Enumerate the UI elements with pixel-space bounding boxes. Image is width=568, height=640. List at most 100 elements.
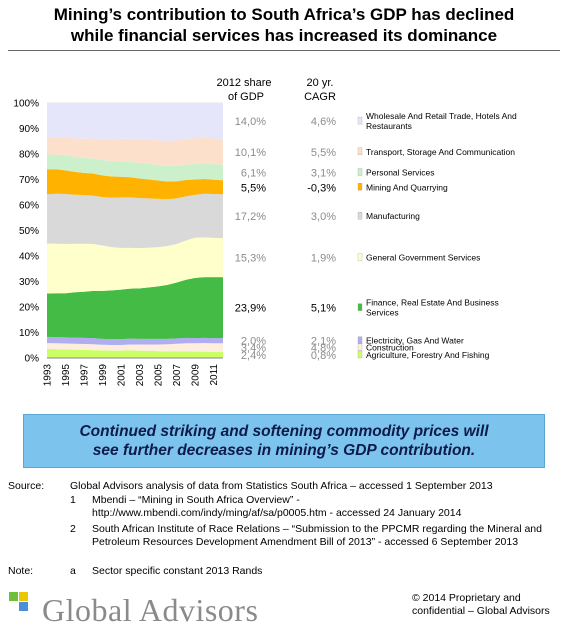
- copyright-text: © 2014 Proprietary and confidential – Gl…: [412, 592, 550, 617]
- ref2-text: South African Institute of Race Relation…: [92, 523, 542, 548]
- share-value: 23,9%: [235, 303, 266, 315]
- x-tick-label: 2007: [172, 364, 183, 387]
- area-series-6: [47, 169, 223, 200]
- legend-swatch: [357, 253, 363, 261]
- legend-label: Agriculture, Forestry And Fishing: [366, 350, 490, 360]
- y-tick-label: 70%: [19, 175, 39, 186]
- legend-swatch: [357, 116, 363, 125]
- note-label: Note:: [8, 565, 34, 577]
- callout-line-1: Continued striking and softening commodi…: [79, 423, 489, 440]
- legend-label: Finance, Real Estate And Business: [366, 298, 499, 308]
- legend-label: Manufacturing: [366, 211, 420, 221]
- x-tick-label: 2011: [209, 364, 220, 386]
- share-value: 14,0%: [235, 116, 266, 128]
- area-series-0: [47, 348, 223, 358]
- share-value: 10,1%: [235, 147, 266, 159]
- share-cagr-table: 2,4% 0,8% 3,4% 4,8% 2,0% 2,1% 23,9% 5,1% 15,3% 1,…: [235, 116, 336, 362]
- legend-swatch: [357, 336, 363, 344]
- cagr-value: 3,0%: [311, 211, 336, 223]
- area-series-5: [47, 193, 223, 249]
- x-tick-label: 2005: [154, 364, 165, 387]
- cagr-value: 4,6%: [311, 116, 336, 128]
- chart-areas: [47, 103, 223, 358]
- logo-text: Global Advisors: [42, 592, 259, 628]
- cagr-value: 2,1%: [311, 336, 336, 348]
- callout-box: Continued striking and softening commodi…: [23, 414, 545, 468]
- cagr-header-line-2: CAGR: [304, 91, 336, 103]
- ref2-number: 2: [70, 523, 76, 535]
- legend-swatch: [357, 183, 363, 191]
- cagr-value: 3,1%: [311, 167, 336, 179]
- legend-swatch: [357, 212, 363, 220]
- share-header-line-1: 2012 share: [216, 77, 271, 89]
- callout-line-2: see further decreases in mining’s GDP co…: [92, 442, 476, 459]
- share-value: 15,3%: [235, 253, 266, 265]
- share-value: 17,2%: [235, 211, 266, 223]
- y-tick-label: 20%: [19, 303, 39, 314]
- x-tick-label: 2003: [135, 364, 146, 387]
- source-text: Global Advisors analysis of data from St…: [70, 480, 493, 492]
- legend-swatch: [357, 168, 363, 176]
- legend-label: Wholesale And Retail Trade, Hotels And: [366, 111, 517, 121]
- page-title: Mining’s contribution to South Africa’s …: [0, 4, 568, 46]
- cagr-value: 5,1%: [311, 303, 336, 315]
- gdp-share-chart: 0%10%20%30%40%50%60%70%80%90%100% 1993 19…: [13, 77, 517, 387]
- legend-swatch: [357, 343, 363, 351]
- y-tick-label: 80%: [19, 150, 39, 161]
- share-value: 3,4%: [241, 343, 266, 355]
- share-value: 2,0%: [241, 336, 266, 348]
- legend-label: Mining And Quarrying: [366, 182, 448, 192]
- area-series-1: [47, 342, 223, 352]
- share-value: 6,1%: [241, 167, 266, 179]
- area-series-4: [47, 237, 223, 294]
- share-value: 2,4%: [241, 350, 266, 362]
- cagr-value: 1,9%: [311, 253, 336, 265]
- legend-swatch: [357, 303, 363, 311]
- y-tick-label: 30%: [19, 277, 39, 288]
- legend-label: Transport, Storage And Communication: [366, 147, 515, 157]
- y-tick-label: 0%: [25, 354, 40, 365]
- y-tick-label: 100%: [13, 99, 39, 110]
- y-tick-label: 40%: [19, 252, 39, 263]
- cagr-header-line-1: 20 yr.: [307, 77, 334, 89]
- x-tick-label: 1999: [98, 364, 109, 387]
- y-tick-label: 10%: [19, 328, 39, 339]
- ref1-line-2: http://www.mbendi.com/indy/ming/af/sa/p0…: [92, 507, 462, 519]
- ref1-line-1: Mbendi – “Mining in South Africa Overvie…: [92, 494, 300, 506]
- cagr-value: -0,3%: [307, 182, 336, 194]
- legend-label: Services: [366, 308, 399, 318]
- x-axis: 1993 1995 1997 1999 2001 2003 2005 2007 2009 2011: [43, 357, 223, 387]
- legend-swatch: [357, 350, 363, 359]
- logo-squares-icon: [9, 592, 28, 611]
- share-value: 5,5%: [241, 182, 266, 194]
- x-tick-label: 2009: [191, 364, 202, 387]
- note-text: Sector specific constant 2013 Rands: [92, 565, 263, 577]
- source-label: Source:: [8, 480, 45, 492]
- title-divider: [8, 50, 560, 51]
- ref1-number: 1: [70, 494, 76, 506]
- y-axis: 0% 10% 20% 30% 40% 50% 60% 70% 80% 90% 100%: [13, 99, 39, 365]
- cagr-value: 4,8%: [311, 343, 336, 355]
- area-series-2: [47, 336, 223, 345]
- legend-label: Personal Services: [366, 167, 435, 177]
- area-series-8: [47, 137, 223, 166]
- area-series-9: [47, 103, 223, 141]
- note-letter: a: [70, 565, 76, 577]
- y-tick-label: 90%: [19, 124, 39, 135]
- legend-swatch: [357, 147, 363, 155]
- title-line-1: Mining’s contribution to South Africa’s …: [53, 5, 515, 24]
- legend-label: Construction: [366, 343, 414, 353]
- area-series-3: [47, 277, 223, 340]
- cagr-value: 5,5%: [311, 147, 336, 159]
- share-header-line-2: of GDP: [228, 91, 264, 103]
- x-tick-label: 1997: [80, 364, 91, 387]
- legend-label: General Government Services: [366, 253, 480, 263]
- y-tick-label: 50%: [19, 226, 39, 237]
- title-line-2: while financial services has increased i…: [70, 26, 498, 45]
- x-tick-label: 2001: [117, 364, 128, 387]
- global-advisors-logo: Global Advisors: [8, 590, 338, 634]
- table-header: 2012 share of GDP 20 yr. CAGR: [216, 77, 335, 103]
- x-tick-label: 1995: [61, 364, 72, 387]
- legend-label: Restaurants: [366, 121, 412, 131]
- area-series-7: [47, 154, 223, 182]
